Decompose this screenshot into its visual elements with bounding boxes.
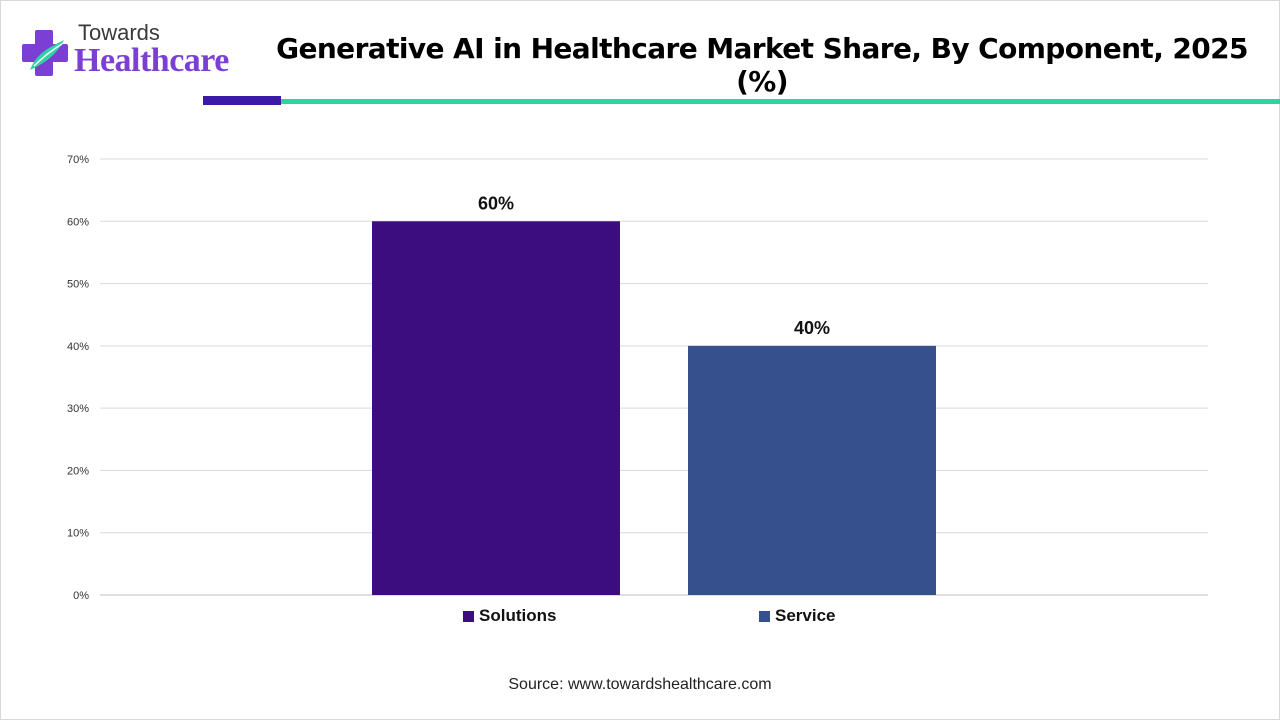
label-layer: 60% 40% — [478, 193, 830, 338]
y-tick-label: 10% — [67, 528, 89, 540]
chart-title: Generative AI in Healthcare Market Share… — [276, 32, 1248, 98]
logo-bottom-text: Healthcare — [74, 42, 229, 79]
legend-label: Solutions — [479, 606, 557, 625]
logo-top-text: Towards — [78, 20, 160, 45]
header-rule-accent — [203, 96, 281, 105]
y-tick-label: 30% — [67, 403, 89, 415]
header-rule — [281, 99, 1280, 104]
y-tick-label: 0% — [73, 590, 89, 602]
legend-label: Service — [775, 606, 836, 625]
source-note: Source: www.towardshealthcare.com — [508, 676, 772, 693]
y-tick-label: 20% — [67, 465, 89, 477]
legend-swatch — [759, 610, 770, 622]
legend-item-service: Service — [759, 606, 836, 626]
grid-layer: 0% 10% 20% 30% 40% 50% 60% 70% — [67, 154, 1208, 602]
data-label: 60% — [478, 193, 514, 213]
chart-legend: Solutions Service — [0, 606, 1280, 630]
medical-cross-icon — [22, 30, 68, 76]
bar-solutions — [372, 221, 620, 596]
y-tick-label: 70% — [67, 154, 89, 166]
y-tick-label: 50% — [67, 279, 89, 291]
bar-layer — [372, 221, 936, 596]
legend-item-solutions: Solutions — [463, 606, 556, 626]
y-tick-label: 60% — [67, 216, 89, 228]
data-label: 40% — [794, 318, 830, 338]
y-tick-label: 40% — [67, 341, 89, 353]
brand-logo: Towards Healthcare — [18, 20, 248, 90]
legend-swatch — [463, 610, 474, 622]
bar-service — [688, 345, 936, 595]
